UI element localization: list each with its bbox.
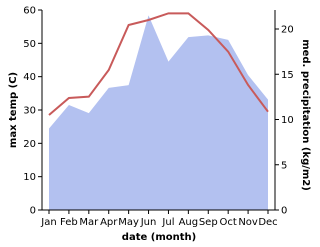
x-tick-label: Apr (100, 217, 118, 228)
y-tick-label: 60 (23, 6, 36, 17)
y2-tick-label: 0 (281, 206, 287, 217)
x-tick-label: Sep (199, 217, 218, 228)
y2-tick-label: 15 (281, 70, 294, 81)
x-tick-label: Jul (161, 217, 174, 228)
y2-tick-label: 20 (281, 25, 294, 36)
precipitation-area (49, 15, 268, 210)
y-tick-label: 10 (23, 172, 36, 183)
y2-tick-label: 10 (281, 115, 294, 126)
y-tick-label: 0 (30, 206, 36, 217)
x-tick-label: Mar (79, 217, 99, 228)
x-tick-label: Nov (238, 217, 258, 228)
x-axis-label: date (month) (122, 232, 196, 243)
x-tick-label: Jan (40, 217, 56, 228)
x-tick-label: Jun (140, 217, 157, 228)
y-tick-label: 40 (23, 72, 36, 83)
y2-axis-label: med. precipitation (kg/m2) (300, 39, 311, 191)
y-tick-label: 20 (23, 139, 36, 150)
y-tick-label: 50 (23, 39, 36, 50)
y-tick-label: 30 (23, 106, 36, 117)
x-tick-label: Aug (179, 217, 199, 228)
x-tick-label: May (118, 217, 139, 228)
x-tick-label: Feb (60, 217, 78, 228)
y2-tick-label: 5 (281, 160, 287, 171)
x-tick-label: Oct (220, 217, 237, 228)
temp-line (48, 12, 269, 116)
x-tick-label: Dec (258, 217, 277, 228)
y-axis-label: max temp (C) (8, 72, 19, 148)
